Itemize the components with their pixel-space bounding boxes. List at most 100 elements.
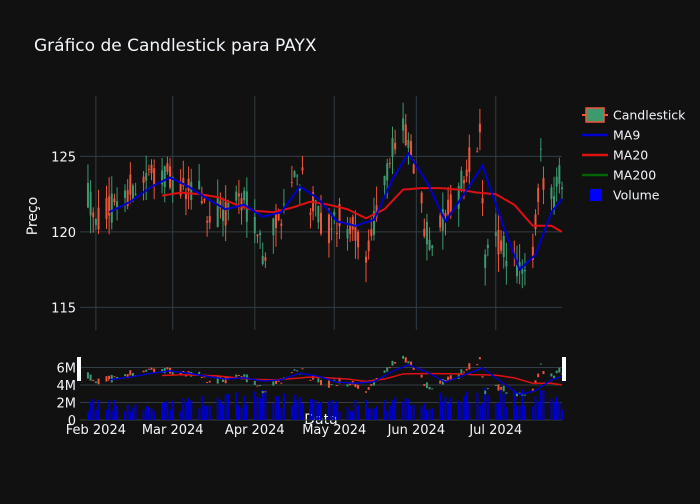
- mini-candle: [412, 367, 415, 370]
- volume-bar: [346, 407, 349, 420]
- mini-candle: [126, 374, 129, 379]
- mini-candle: [553, 375, 556, 380]
- volume-bar: [372, 408, 375, 420]
- candle-body: [92, 212, 95, 218]
- legend-item-candlestick[interactable]: Candlestick: [582, 107, 686, 123]
- volume-bar: [481, 402, 484, 420]
- volume-bar: [147, 406, 150, 420]
- mini-candle: [420, 374, 423, 378]
- candle-body: [89, 191, 92, 216]
- legend-label: Volume: [613, 188, 660, 203]
- mini-candle: [113, 376, 116, 378]
- mini-candle: [237, 375, 240, 377]
- volume-bar: [182, 398, 185, 420]
- candle-body: [190, 182, 193, 200]
- candle-body: [354, 224, 357, 241]
- mini-candle: [388, 367, 391, 369]
- candle-body: [449, 194, 452, 213]
- mini-candle: [539, 363, 542, 365]
- mini-candle: [439, 380, 442, 384]
- volume-bar: [243, 395, 246, 420]
- candle-body: [206, 220, 209, 223]
- candle-body: [166, 163, 169, 172]
- candle-body: [478, 123, 481, 133]
- legend[interactable]: Candlestick MA9 MA20 MA200 Volume: [582, 107, 686, 203]
- volume-bar: [314, 400, 317, 420]
- volume-bar: [296, 399, 299, 420]
- candle-body: [447, 199, 450, 215]
- volume-bar: [222, 404, 225, 420]
- candle-body: [439, 215, 442, 228]
- volume-bar: [537, 401, 540, 420]
- candle-body: [333, 211, 336, 216]
- legend-item-ma20[interactable]: MA20: [582, 148, 648, 163]
- volume-bar: [312, 399, 315, 420]
- candle-body: [370, 229, 373, 237]
- mini-candle: [465, 368, 468, 371]
- mini-candle: [301, 368, 304, 370]
- volume-bar: [370, 407, 373, 420]
- mini-candle: [296, 370, 299, 372]
- slider-left-handle[interactable]: [77, 357, 81, 381]
- volume-bar: [187, 397, 190, 420]
- mini-candle: [335, 385, 338, 387]
- volume-bar: [349, 411, 352, 420]
- volume-bar: [428, 409, 431, 420]
- candle-body: [200, 200, 203, 204]
- candle-body: [394, 142, 397, 150]
- mini-candle: [523, 394, 526, 396]
- volume-bar: [240, 407, 243, 420]
- mini-candle: [386, 367, 389, 372]
- volume-bar: [203, 406, 206, 420]
- mini-candle: [441, 378, 444, 385]
- mini-candle: [224, 377, 227, 384]
- mini-candle: [500, 387, 503, 390]
- volume-bar: [126, 404, 129, 420]
- candle-body: [335, 232, 338, 234]
- range-slider[interactable]: [77, 357, 566, 381]
- volume-bar: [153, 411, 156, 420]
- legend-item-ma200[interactable]: MA200: [582, 168, 656, 183]
- mini-candle: [468, 363, 471, 370]
- legend-item-volume[interactable]: Volume: [590, 188, 660, 203]
- mini-candle: [394, 362, 397, 364]
- candle-body: [274, 214, 277, 228]
- candle-body: [553, 196, 556, 211]
- main-y-tick-label: 120: [51, 226, 76, 241]
- candle-body: [224, 201, 227, 226]
- legend-label: MA9: [613, 128, 640, 143]
- mini-candle: [171, 370, 174, 376]
- legend-item-ma9[interactable]: MA9: [582, 128, 640, 143]
- volume-bar: [190, 400, 193, 420]
- volume-bar: [531, 406, 534, 420]
- volume-bar: [351, 411, 354, 420]
- mini-candle: [346, 384, 349, 387]
- candle-body: [420, 192, 423, 204]
- mini-candle: [142, 370, 145, 373]
- slider-right-handle[interactable]: [562, 357, 566, 381]
- candle-body: [476, 151, 479, 153]
- candle-body: [243, 190, 246, 201]
- candle-body: [486, 244, 489, 249]
- volume-bar: [478, 405, 481, 420]
- candle-body: [383, 175, 386, 186]
- grid-lines: [80, 96, 562, 421]
- mini-candle: [518, 392, 521, 394]
- candle-body: [184, 193, 187, 200]
- mini-candle: [253, 380, 256, 386]
- volume-bar: [89, 401, 92, 420]
- volume-bar: [420, 406, 423, 420]
- ma9-line: [108, 151, 563, 272]
- x-tick-label: Jun 2024: [387, 423, 446, 438]
- candle-body: [497, 229, 500, 255]
- volume-bar: [457, 400, 460, 420]
- candle-body: [142, 176, 145, 183]
- volume-bar: [277, 396, 280, 420]
- mini-candle: [494, 384, 497, 386]
- mini-candle: [367, 387, 370, 390]
- mini-candle: [357, 384, 360, 389]
- volume-bar: [497, 402, 500, 420]
- mini-candle: [407, 361, 410, 364]
- candle-body: [468, 147, 471, 172]
- mini-candle: [105, 376, 108, 382]
